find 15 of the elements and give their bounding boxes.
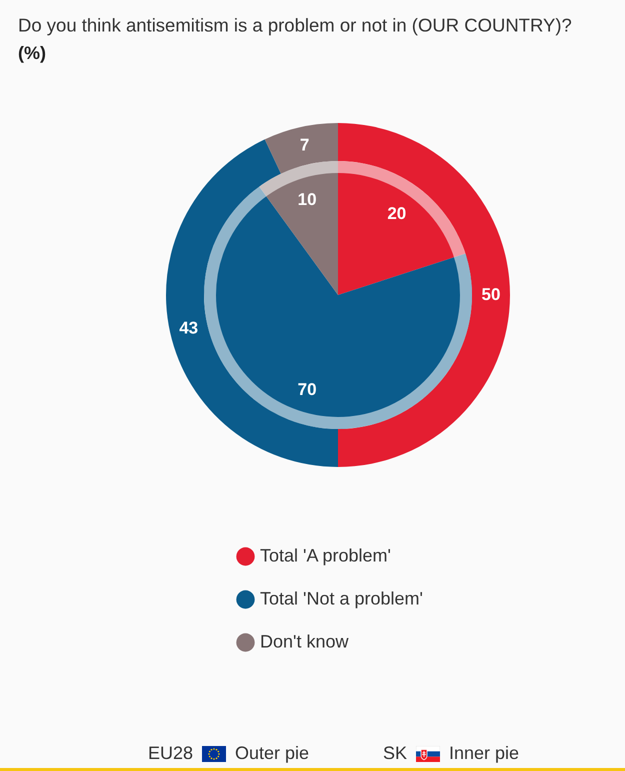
data-label: 50 [482, 285, 500, 304]
legend-label: Total 'Not a problem' [260, 588, 423, 608]
data-label: 7 [300, 136, 310, 155]
text: SK [383, 743, 408, 764]
chart-subtitle: (%) [18, 43, 46, 63]
legend-label: Don't know [260, 632, 350, 652]
chart-title: Do you think antisemitism is a problem or not in (OUR COUNTRY)? [18, 14, 572, 36]
text: Outer pie [235, 743, 310, 764]
data-label: 43 [179, 318, 198, 338]
legend-label: Total 'A problem' [260, 546, 391, 566]
text: Inner pie [449, 743, 520, 764]
data-label: 70 [298, 380, 317, 400]
data-label: 20 [387, 204, 406, 224]
data-label: 10 [298, 190, 317, 209]
text: EU28 [148, 743, 194, 764]
